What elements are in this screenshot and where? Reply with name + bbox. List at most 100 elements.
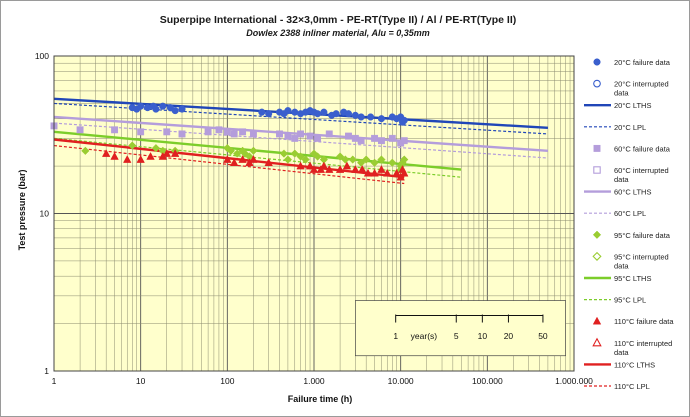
data-point bbox=[388, 158, 397, 167]
data-point bbox=[314, 110, 322, 118]
data-point bbox=[146, 152, 155, 160]
data-point bbox=[137, 128, 145, 136]
data-point bbox=[239, 128, 247, 136]
data-point bbox=[345, 132, 352, 140]
legend-label: 60°C LPL bbox=[614, 209, 646, 218]
data-point bbox=[284, 132, 292, 140]
series-line bbox=[53, 144, 405, 185]
data-point bbox=[265, 110, 273, 118]
legend-entry: 20°C LPL bbox=[584, 123, 646, 132]
legend-marker bbox=[593, 166, 601, 174]
legend-label: 60°C failure data bbox=[614, 144, 671, 153]
data-point bbox=[309, 165, 319, 173]
legend-marker bbox=[592, 230, 602, 239]
data-point bbox=[230, 130, 238, 138]
data-point bbox=[249, 155, 258, 163]
data-point bbox=[284, 107, 292, 115]
data-point bbox=[342, 161, 352, 170]
data-point bbox=[123, 155, 132, 163]
legend-label: 20°C LTHS bbox=[614, 101, 651, 110]
data-point bbox=[178, 130, 186, 138]
data-point bbox=[264, 158, 273, 167]
years-scale-box: 5 10 20 50 1 year(s) bbox=[355, 300, 566, 357]
data-point bbox=[356, 158, 366, 167]
data-point bbox=[170, 149, 180, 157]
legend-entry: 60°C LPL bbox=[584, 209, 646, 218]
data-point bbox=[296, 152, 305, 161]
legend-label: 110°C interrupted bbox=[614, 339, 672, 348]
data-point bbox=[229, 158, 239, 167]
data-point bbox=[276, 130, 283, 138]
legend-label: 110°C LTHS bbox=[614, 360, 655, 369]
legend-label: 110°C failure data bbox=[614, 317, 674, 326]
data-point bbox=[279, 149, 289, 158]
data-point bbox=[313, 152, 322, 161]
data-point bbox=[383, 168, 392, 177]
data-point bbox=[296, 161, 305, 170]
plot-border bbox=[53, 55, 575, 372]
data-point bbox=[249, 130, 257, 138]
years-tick-label: 10 bbox=[478, 331, 488, 341]
data-point bbox=[319, 161, 329, 170]
data-point bbox=[388, 134, 396, 142]
data-point bbox=[344, 110, 353, 118]
data-point bbox=[348, 155, 357, 164]
y-tick-label: 100 bbox=[35, 51, 49, 61]
legend-marker bbox=[592, 251, 602, 261]
data-point bbox=[400, 137, 408, 145]
years-tick-label: 20 bbox=[504, 331, 514, 341]
data-point bbox=[258, 108, 266, 116]
legend-marker bbox=[593, 79, 601, 88]
data-point bbox=[357, 113, 365, 121]
years-unit-label: year(s) bbox=[411, 331, 438, 341]
x-tick-label: 10.000 bbox=[388, 376, 414, 386]
legend-entry: 20°C failure data bbox=[593, 58, 671, 67]
data-point bbox=[291, 134, 299, 142]
legend-entry: 110°C failure data bbox=[592, 316, 674, 326]
data-point bbox=[249, 146, 258, 155]
data-point bbox=[367, 113, 375, 121]
data-point bbox=[325, 165, 334, 173]
data-point bbox=[162, 149, 171, 157]
legend-entry: 95°C LPL bbox=[584, 296, 646, 305]
data-point bbox=[152, 105, 160, 113]
legend-marker bbox=[593, 58, 601, 66]
data-point bbox=[341, 155, 350, 164]
data-point bbox=[335, 152, 345, 161]
data-point bbox=[370, 158, 379, 167]
data-point bbox=[291, 108, 299, 116]
legend-label-continued: data bbox=[614, 175, 629, 184]
data-point bbox=[396, 172, 405, 181]
data-point bbox=[351, 111, 359, 119]
data-point bbox=[370, 168, 379, 177]
data-point bbox=[128, 141, 137, 150]
data-point bbox=[159, 102, 167, 110]
years-tick-label: 5 bbox=[454, 331, 459, 341]
legend-label: 95°C interrupted bbox=[614, 252, 669, 261]
x-axis-label: Failure time (h) bbox=[288, 394, 353, 404]
data-point bbox=[362, 155, 371, 164]
legend-entry: 60°C LTHS bbox=[584, 188, 651, 197]
y-tick-label: 1 bbox=[44, 366, 49, 376]
axes: 1 10 100 1.000 10.000 100.000 1.000.000 1 10 100 bbox=[35, 51, 593, 386]
data-point bbox=[301, 155, 310, 164]
data-point bbox=[81, 146, 90, 155]
legend-label-continued: data bbox=[614, 348, 629, 357]
data-point bbox=[377, 155, 386, 164]
data-point bbox=[163, 128, 171, 136]
legend-label: 95°C LTHS bbox=[614, 274, 651, 283]
legend-label: 95°C LPL bbox=[614, 296, 646, 305]
y-tick-label: 10 bbox=[40, 209, 50, 219]
plot-area bbox=[50, 56, 574, 372]
legend-entry: 110°C LTHS bbox=[584, 360, 655, 369]
years-tick-label: 1 bbox=[393, 331, 398, 341]
x-tick-label: 10 bbox=[136, 376, 146, 386]
data-point bbox=[178, 105, 186, 113]
data-point bbox=[377, 115, 385, 123]
legend-label-continued: data bbox=[614, 261, 629, 270]
series-line bbox=[53, 137, 462, 178]
